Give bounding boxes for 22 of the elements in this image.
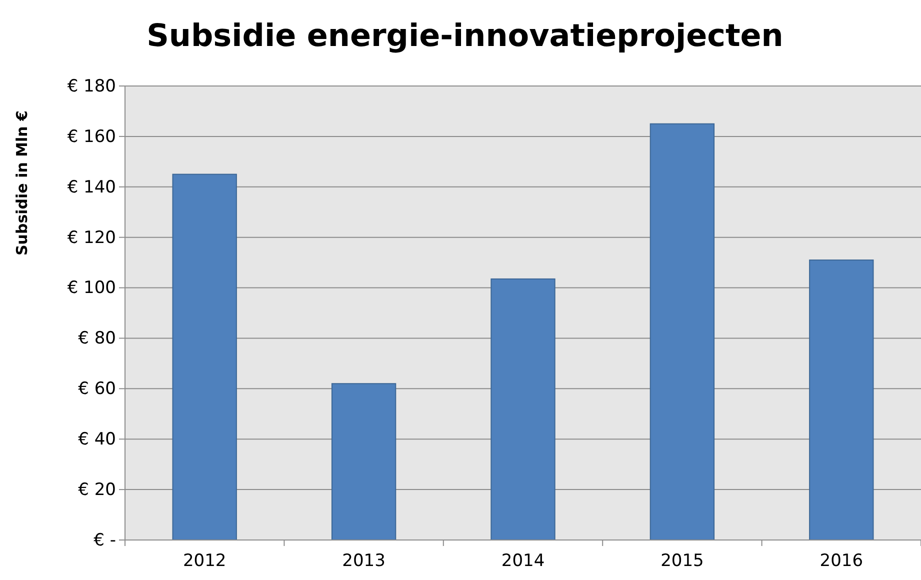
y-tick-label: € 20 [78, 480, 116, 500]
bar [331, 383, 396, 540]
y-tick-label: € 160 [67, 126, 116, 147]
x-tick-label: 2012 [182, 551, 226, 572]
y-axis-title: Subsidie in Mln € [13, 110, 31, 256]
x-tick-label: 2016 [820, 551, 864, 572]
bar [490, 278, 556, 540]
y-tick-label: € 40 [78, 430, 116, 450]
bar [809, 260, 874, 540]
y-tick-label: € 60 [78, 379, 116, 400]
chart-title: Subsidie energie-innovatieprojecten [146, 18, 784, 54]
x-tick-label: 2014 [501, 551, 545, 572]
bar [650, 123, 715, 540]
y-tick-label: € - [94, 530, 116, 550]
y-tick-label: € 180 [67, 76, 116, 96]
y-tick-label: € 140 [67, 177, 116, 198]
bar [172, 174, 237, 540]
y-tick-label: € 80 [78, 328, 116, 349]
x-tick-label: 2013 [342, 551, 386, 572]
y-tick-label: € 100 [67, 278, 116, 298]
y-tick-label: € 120 [67, 228, 116, 248]
x-tick-label: 2015 [660, 551, 704, 572]
